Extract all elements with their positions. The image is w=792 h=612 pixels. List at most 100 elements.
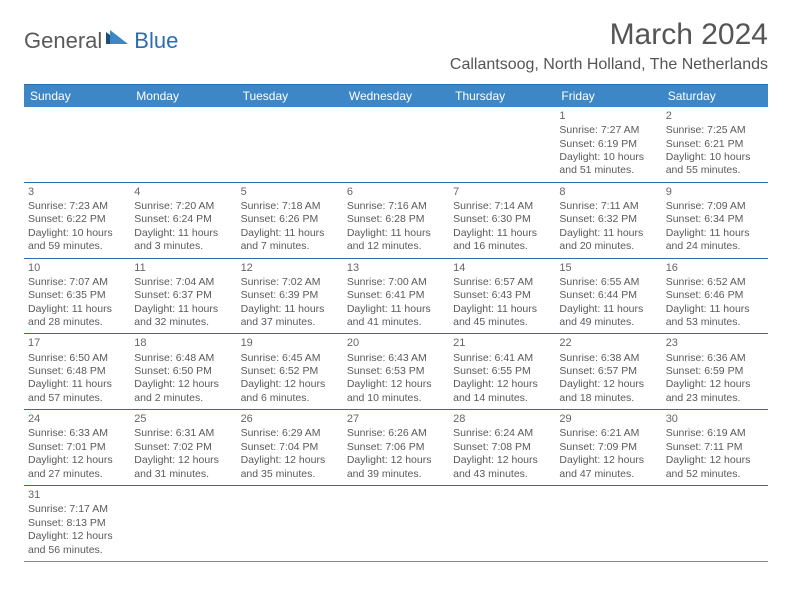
day-number: 22 <box>559 336 657 350</box>
day-info-line: Daylight: 12 hours and 39 minutes. <box>347 454 445 481</box>
day-cell: 23Sunrise: 6:36 AMSunset: 6:59 PMDayligh… <box>662 334 768 409</box>
day-cell: 14Sunrise: 6:57 AMSunset: 6:43 PMDayligh… <box>449 259 555 334</box>
day-info-line: Sunset: 7:04 PM <box>241 441 339 454</box>
day-info-line: Sunrise: 6:19 AM <box>666 427 764 440</box>
day-info-line: Sunrise: 6:43 AM <box>347 352 445 365</box>
day-number: 10 <box>28 261 126 275</box>
day-info-line: Sunset: 6:41 PM <box>347 289 445 302</box>
day-info-line: Sunrise: 7:25 AM <box>666 124 764 137</box>
day-cell: 16Sunrise: 6:52 AMSunset: 6:46 PMDayligh… <box>662 259 768 334</box>
day-info-line: Sunrise: 6:52 AM <box>666 276 764 289</box>
day-number: 11 <box>134 261 232 275</box>
day-info-line: Sunrise: 6:29 AM <box>241 427 339 440</box>
calendar: SundayMondayTuesdayWednesdayThursdayFrid… <box>24 84 768 562</box>
day-cell <box>662 486 768 561</box>
day-number: 26 <box>241 412 339 426</box>
day-info-line: Sunrise: 6:36 AM <box>666 352 764 365</box>
day-cell: 9Sunrise: 7:09 AMSunset: 6:34 PMDaylight… <box>662 183 768 258</box>
day-number: 16 <box>666 261 764 275</box>
day-info-line: Sunrise: 6:57 AM <box>453 276 551 289</box>
day-info-line: Daylight: 11 hours and 32 minutes. <box>134 303 232 330</box>
day-info-line: Sunset: 6:50 PM <box>134 365 232 378</box>
day-cell: 5Sunrise: 7:18 AMSunset: 6:26 PMDaylight… <box>237 183 343 258</box>
day-header: Monday <box>130 85 236 107</box>
day-info-line: Daylight: 11 hours and 45 minutes. <box>453 303 551 330</box>
day-number: 3 <box>28 185 126 199</box>
day-info-line: Sunrise: 7:00 AM <box>347 276 445 289</box>
week-row: 1Sunrise: 7:27 AMSunset: 6:19 PMDaylight… <box>24 107 768 183</box>
day-info-line: Sunrise: 7:11 AM <box>559 200 657 213</box>
day-number: 18 <box>134 336 232 350</box>
day-number: 4 <box>134 185 232 199</box>
day-info-line: Daylight: 12 hours and 27 minutes. <box>28 454 126 481</box>
day-of-week-header: SundayMondayTuesdayWednesdayThursdayFrid… <box>24 85 768 107</box>
day-cell: 26Sunrise: 6:29 AMSunset: 7:04 PMDayligh… <box>237 410 343 485</box>
day-cell: 17Sunrise: 6:50 AMSunset: 6:48 PMDayligh… <box>24 334 130 409</box>
day-cell <box>130 107 236 182</box>
day-info-line: Sunset: 7:11 PM <box>666 441 764 454</box>
day-info-line: Sunrise: 7:14 AM <box>453 200 551 213</box>
day-info-line: Daylight: 11 hours and 7 minutes. <box>241 227 339 254</box>
day-cell: 4Sunrise: 7:20 AMSunset: 6:24 PMDaylight… <box>130 183 236 258</box>
day-info-line: Daylight: 12 hours and 35 minutes. <box>241 454 339 481</box>
day-info-line: Daylight: 12 hours and 2 minutes. <box>134 378 232 405</box>
day-info-line: Sunrise: 6:45 AM <box>241 352 339 365</box>
day-info-line: Sunset: 8:13 PM <box>28 517 126 530</box>
day-cell <box>237 107 343 182</box>
day-info-line: Sunrise: 6:31 AM <box>134 427 232 440</box>
calendar-body: 1Sunrise: 7:27 AMSunset: 6:19 PMDaylight… <box>24 107 768 562</box>
title-block: March 2024 Callantsoog, North Holland, T… <box>450 18 768 74</box>
day-info-line: Daylight: 12 hours and 14 minutes. <box>453 378 551 405</box>
day-number: 1 <box>559 109 657 123</box>
day-info-line: Sunset: 6:37 PM <box>134 289 232 302</box>
day-cell: 29Sunrise: 6:21 AMSunset: 7:09 PMDayligh… <box>555 410 661 485</box>
day-cell: 13Sunrise: 7:00 AMSunset: 6:41 PMDayligh… <box>343 259 449 334</box>
day-info-line: Daylight: 12 hours and 10 minutes. <box>347 378 445 405</box>
day-number: 12 <box>241 261 339 275</box>
day-info-line: Sunset: 6:22 PM <box>28 213 126 226</box>
week-row: 24Sunrise: 6:33 AMSunset: 7:01 PMDayligh… <box>24 410 768 486</box>
day-cell <box>24 107 130 182</box>
day-info-line: Sunrise: 6:41 AM <box>453 352 551 365</box>
day-number: 21 <box>453 336 551 350</box>
day-info-line: Sunrise: 7:23 AM <box>28 200 126 213</box>
day-info-line: Daylight: 11 hours and 12 minutes. <box>347 227 445 254</box>
day-number: 8 <box>559 185 657 199</box>
day-number: 5 <box>241 185 339 199</box>
day-info-line: Sunrise: 7:27 AM <box>559 124 657 137</box>
day-info-line: Sunrise: 7:18 AM <box>241 200 339 213</box>
day-number: 25 <box>134 412 232 426</box>
day-number: 24 <box>28 412 126 426</box>
day-info-line: Daylight: 10 hours and 55 minutes. <box>666 151 764 178</box>
day-info-line: Sunrise: 7:09 AM <box>666 200 764 213</box>
day-info-line: Sunset: 7:08 PM <box>453 441 551 454</box>
week-row: 17Sunrise: 6:50 AMSunset: 6:48 PMDayligh… <box>24 334 768 410</box>
day-info-line: Sunrise: 7:16 AM <box>347 200 445 213</box>
day-info-line: Sunset: 7:06 PM <box>347 441 445 454</box>
logo: General Blue <box>24 28 178 54</box>
day-info-line: Daylight: 11 hours and 20 minutes. <box>559 227 657 254</box>
day-cell <box>449 486 555 561</box>
day-cell: 21Sunrise: 6:41 AMSunset: 6:55 PMDayligh… <box>449 334 555 409</box>
day-info-line: Daylight: 10 hours and 51 minutes. <box>559 151 657 178</box>
day-number: 2 <box>666 109 764 123</box>
day-info-line: Daylight: 12 hours and 43 minutes. <box>453 454 551 481</box>
day-info-line: Sunset: 6:39 PM <box>241 289 339 302</box>
day-number: 31 <box>28 488 126 502</box>
day-info-line: Sunset: 7:02 PM <box>134 441 232 454</box>
day-info-line: Daylight: 12 hours and 6 minutes. <box>241 378 339 405</box>
day-info-line: Daylight: 11 hours and 53 minutes. <box>666 303 764 330</box>
day-cell: 28Sunrise: 6:24 AMSunset: 7:08 PMDayligh… <box>449 410 555 485</box>
day-number: 30 <box>666 412 764 426</box>
day-info-line: Daylight: 11 hours and 3 minutes. <box>134 227 232 254</box>
day-info-line: Sunset: 6:44 PM <box>559 289 657 302</box>
week-row: 10Sunrise: 7:07 AMSunset: 6:35 PMDayligh… <box>24 259 768 335</box>
day-header: Sunday <box>24 85 130 107</box>
day-info-line: Sunrise: 6:38 AM <box>559 352 657 365</box>
logo-flag-icon <box>106 30 132 53</box>
week-row: 3Sunrise: 7:23 AMSunset: 6:22 PM Daylight… <box>24 183 768 259</box>
day-info-line: Sunrise: 7:04 AM <box>134 276 232 289</box>
day-info-line: Sunrise: 6:33 AM <box>28 427 126 440</box>
day-info-line: Sunset: 6:48 PM <box>28 365 126 378</box>
day-cell <box>343 486 449 561</box>
